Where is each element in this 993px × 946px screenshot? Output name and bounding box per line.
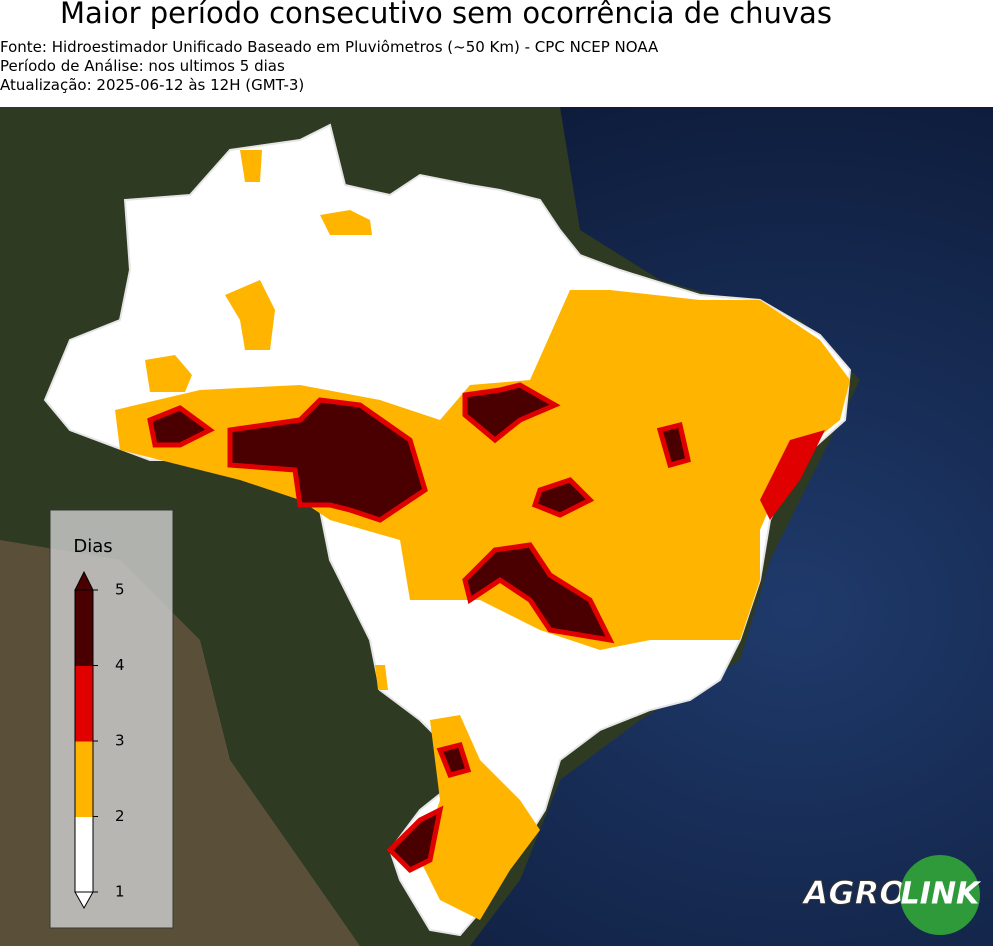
map: Dias 1 2 3 4 5 AGRO LINK: [0, 107, 993, 946]
area-4-5: [462, 382, 561, 444]
source-line: Fonte: Hidroestimador Unificado Baseado …: [0, 38, 659, 56]
colorbar-tick-label: 3: [115, 732, 125, 750]
legend-title: Dias: [73, 536, 112, 557]
logo-circle: [900, 855, 980, 935]
area-4-5: [462, 542, 615, 644]
area-2-3: [115, 290, 850, 650]
area-4-5: [386, 805, 444, 874]
logo-right: LINK: [901, 877, 982, 912]
area-4-5: [656, 421, 691, 469]
area-2-3: [240, 150, 262, 182]
colorbar-tick-label: 4: [115, 656, 125, 674]
colorbar-tick-label: 2: [115, 807, 125, 825]
colorbar-segment: [74, 740, 94, 817]
area-4-5: [436, 742, 472, 779]
orange-areas: [115, 150, 850, 920]
update-line: Atualização: 2025-06-12 às 12H (GMT-3): [0, 76, 305, 94]
colorbar-tick-label: 5: [115, 581, 125, 599]
area-3-4: [760, 430, 825, 520]
colorbar-tick-label: 1: [115, 883, 125, 901]
colorbar-segment: [74, 589, 94, 666]
area-2-3: [145, 355, 192, 392]
dark-areas: [147, 382, 691, 874]
colorbar-segment: [74, 665, 94, 742]
area-4-5: [147, 405, 215, 448]
logo-left: AGRO: [801, 874, 907, 912]
period-line: Período de Análise: nos ultimos 5 dias: [0, 57, 285, 75]
logo: AGRO LINK: [800, 855, 982, 935]
area-2-3: [320, 210, 372, 235]
map-title: Maior período consecutivo sem ocorrência…: [60, 0, 832, 30]
area-2-3: [375, 665, 388, 690]
colorbar: 1 2 3 4 5: [74, 570, 125, 910]
area-4-5: [531, 477, 595, 518]
area-2-3: [225, 280, 275, 350]
area-4-5: [227, 397, 428, 523]
legend-box: [49, 509, 174, 929]
colorbar-segment: [74, 816, 94, 893]
